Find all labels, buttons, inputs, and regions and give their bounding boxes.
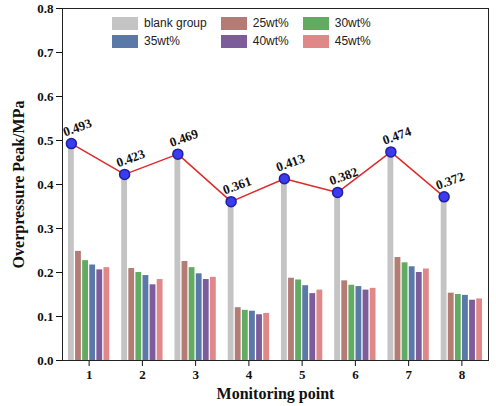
svg-text:0.474: 0.474 [380, 123, 413, 147]
html-text:30wt%: 30wt% [334, 16, 371, 30]
svg-text:0.3: 0.3 [37, 221, 54, 236]
svg-text:0.382: 0.382 [327, 164, 360, 188]
html-text:blank group: blank group [144, 16, 207, 30]
svg-text:Overpressure Peak/MPa: Overpressure Peak/MPa [10, 101, 28, 269]
svg-text:0.469: 0.469 [167, 126, 200, 150]
html-text:40wt%: 40wt% [252, 34, 289, 48]
svg-text:0.4: 0.4 [37, 177, 54, 192]
svg-text:0.7: 0.7 [37, 45, 54, 60]
svg-text:6: 6 [352, 367, 359, 382]
svg-text:0.1: 0.1 [37, 309, 53, 324]
svg-text:4: 4 [246, 367, 253, 382]
svg-text:Monitoring point: Monitoring point [217, 385, 335, 403]
svg-text:8: 8 [459, 367, 466, 382]
svg-text:0.5: 0.5 [37, 133, 54, 148]
svg-text:0.423: 0.423 [114, 146, 147, 170]
svg-text:0.0: 0.0 [37, 353, 53, 368]
svg-text:3: 3 [192, 367, 199, 382]
svg-text:7: 7 [405, 367, 412, 382]
html-text:25wt%: 25wt% [252, 16, 289, 30]
svg-text:0.372: 0.372 [434, 168, 467, 192]
svg-text:0.8: 0.8 [37, 1, 54, 16]
svg-text:0.6: 0.6 [37, 89, 54, 104]
svg-text:2: 2 [139, 367, 146, 382]
svg-text:0.2: 0.2 [37, 265, 53, 280]
svg-text:1: 1 [86, 367, 93, 382]
svg-text:0.413: 0.413 [274, 150, 307, 174]
svg-text:0.361: 0.361 [221, 173, 254, 197]
svg-text:5: 5 [299, 367, 306, 382]
svg-text:0.493: 0.493 [61, 115, 94, 139]
html-text:35wt%: 35wt% [144, 34, 180, 48]
html-text:45wt%: 45wt% [334, 34, 371, 48]
